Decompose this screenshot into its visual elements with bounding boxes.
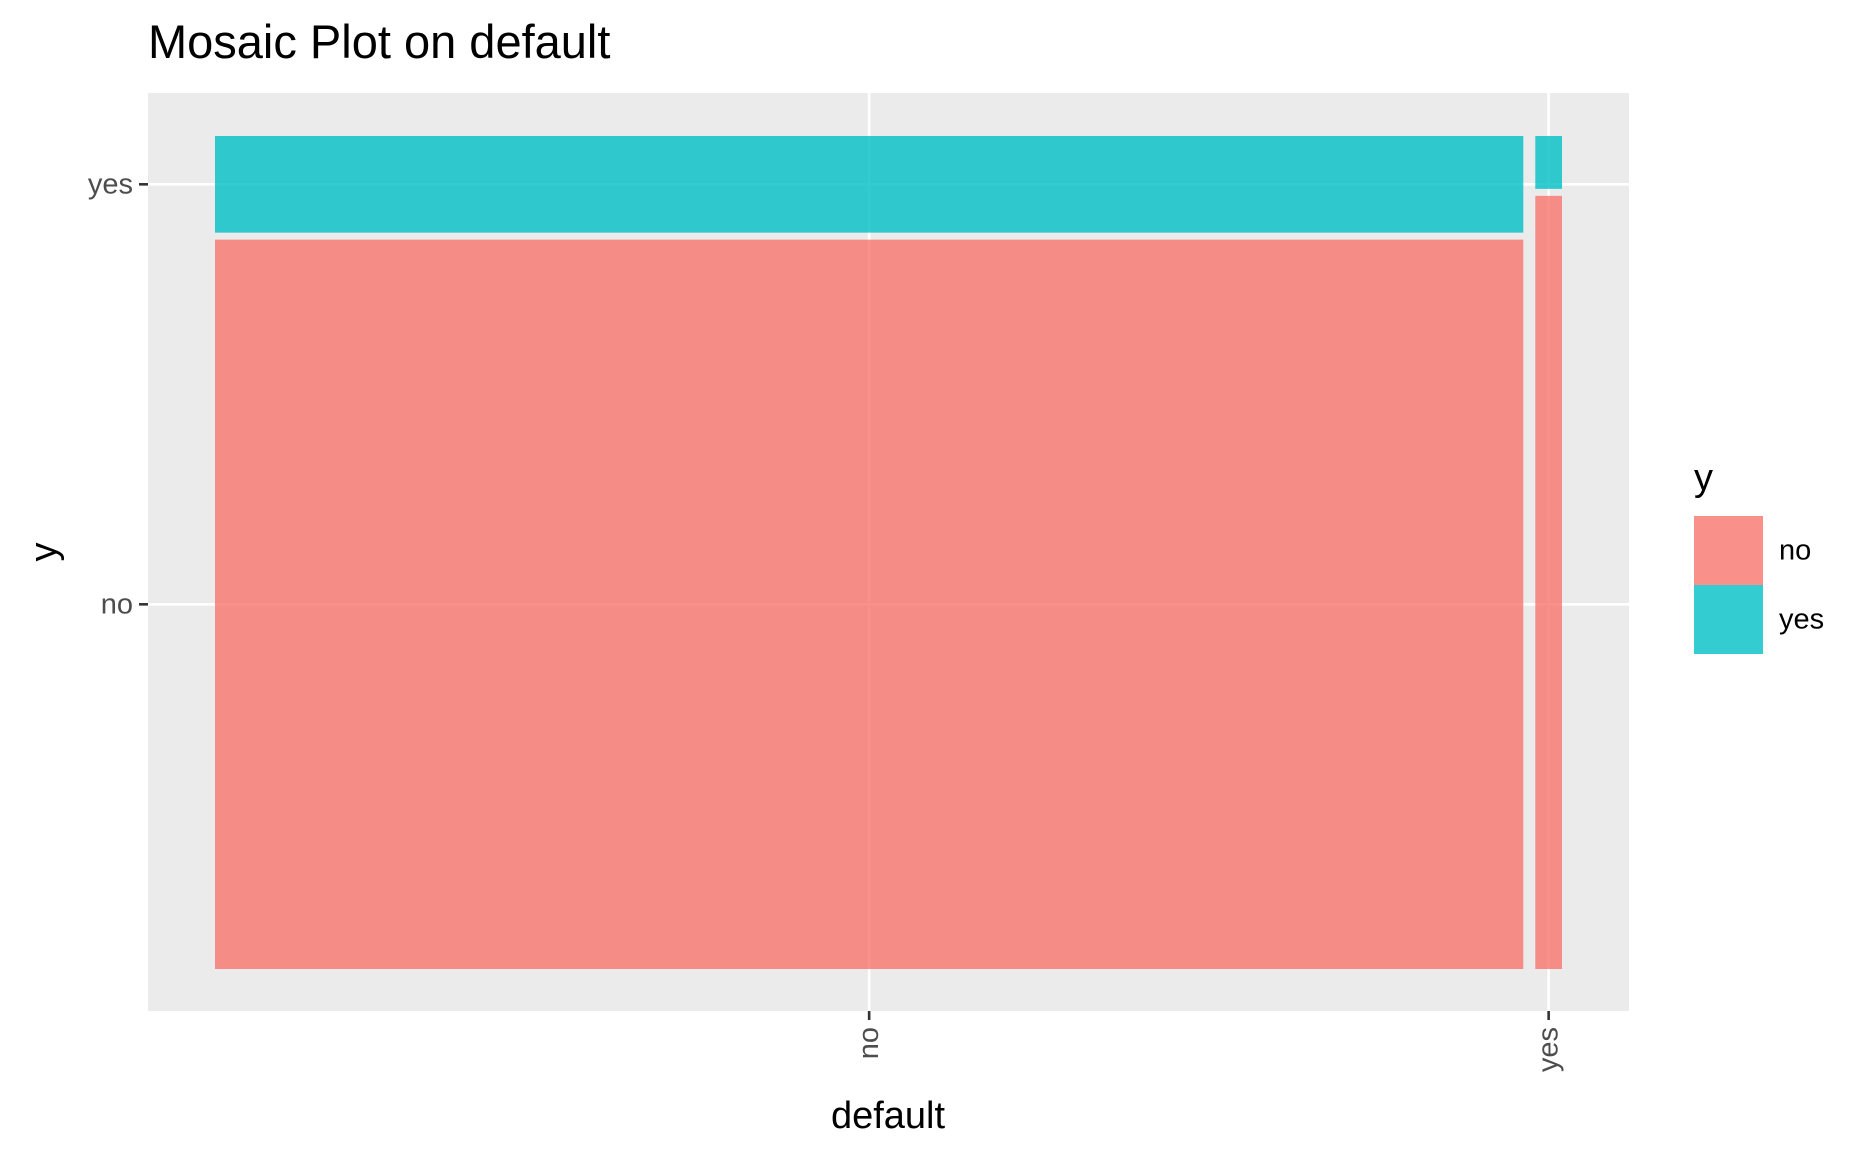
legend-entries: no yes: [1694, 516, 1824, 654]
legend-label-yes: yes: [1779, 604, 1824, 636]
y-tick-label-no: no: [101, 588, 133, 620]
legend-title: y: [1694, 457, 1713, 499]
legend: y no yes: [1694, 457, 1824, 654]
x-tick-label-yes: yes: [1533, 1027, 1565, 1072]
mosaic-tile-yes-no: [1535, 195, 1562, 969]
x-axis-title: default: [831, 1095, 946, 1137]
x-tick-label-no: no: [853, 1027, 885, 1059]
mosaic-tiles: [215, 136, 1562, 970]
legend-key-no: [1694, 516, 1763, 585]
mosaic-tile-no-no: [215, 239, 1524, 970]
y-tick-label-yes: yes: [88, 168, 133, 200]
legend-label-no: no: [1779, 535, 1811, 567]
y-axis-title: y: [23, 543, 65, 562]
mosaic-tile-yes-yes: [1535, 136, 1562, 189]
legend-key-yes: [1694, 585, 1763, 654]
chart-title: Mosaic Plot on default: [148, 15, 610, 68]
mosaic-tile-no-yes: [215, 136, 1524, 233]
axes: no yes no yes: [88, 168, 1565, 1072]
